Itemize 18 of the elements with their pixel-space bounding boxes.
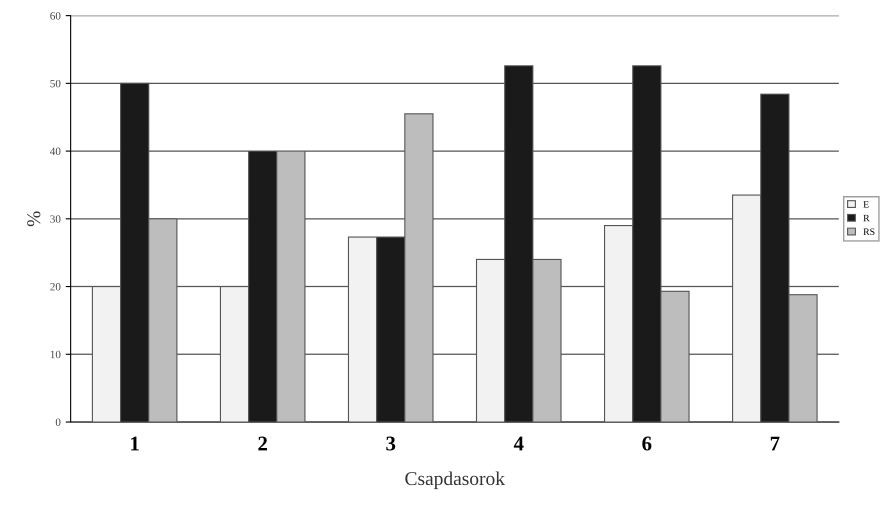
x-tick-label: 3 [386, 436, 396, 451]
y-tick-label: 50 [50, 80, 60, 88]
legend-label: E [863, 201, 869, 208]
x-axis-title: Csapdasorok [405, 471, 505, 490]
x-tick-label: 2 [258, 436, 268, 450]
y-tick-label: 30 [50, 215, 60, 223]
y-tick-label: 0 [56, 418, 60, 426]
y-tick-label: 10 [50, 350, 60, 358]
y-axis-title: % [27, 211, 40, 226]
y-tick-label: 20 [50, 283, 60, 291]
y-tick-label: 60 [50, 12, 60, 20]
x-tick-label: 7 [770, 436, 780, 450]
y-tick-label: 40 [50, 148, 60, 156]
x-tick-label: 1 [131, 436, 139, 450]
legend-label: RS [863, 228, 874, 236]
legend-label: R [863, 214, 870, 222]
x-tick-label: 4 [514, 436, 524, 450]
x-tick-label: 6 [642, 436, 652, 451]
